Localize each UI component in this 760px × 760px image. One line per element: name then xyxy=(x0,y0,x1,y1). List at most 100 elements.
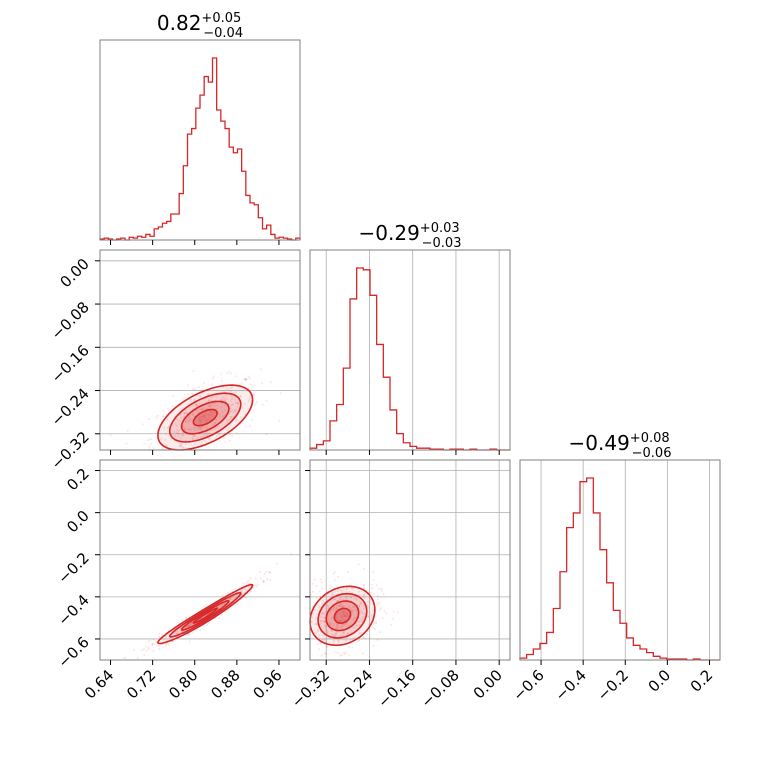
scatter-point xyxy=(362,612,365,615)
scatter-point xyxy=(225,420,228,423)
scatter-point xyxy=(147,439,149,442)
scatter-point xyxy=(213,405,216,408)
scatter-point xyxy=(369,591,372,594)
scatter-point xyxy=(224,409,227,412)
scatter-point xyxy=(185,412,188,415)
scatter-point xyxy=(320,620,322,623)
scatter-point xyxy=(313,608,316,611)
scatter-point xyxy=(205,413,208,416)
scatter-point xyxy=(229,390,232,393)
scatter-point xyxy=(332,572,335,575)
scatter-point xyxy=(210,429,213,432)
scatter-point xyxy=(325,644,328,647)
scatter-point xyxy=(208,622,211,625)
scatter-point xyxy=(375,622,377,625)
scatter-point xyxy=(337,612,340,614)
scatter-point xyxy=(243,591,246,593)
scatter-point xyxy=(208,404,211,407)
scatter-point xyxy=(341,598,344,601)
scatter-point xyxy=(351,608,354,611)
scatter-point xyxy=(362,619,364,622)
scatter-point xyxy=(145,649,148,652)
scatter-point xyxy=(324,653,327,655)
scatter-point xyxy=(360,611,363,614)
scatter-point xyxy=(141,423,144,426)
scatter-point xyxy=(341,625,344,628)
scatter-point xyxy=(172,394,175,397)
scatter-point xyxy=(180,444,183,447)
scatter-point xyxy=(200,429,203,432)
scatter-point xyxy=(345,611,348,614)
scatter-point xyxy=(366,604,369,607)
scatter-point xyxy=(208,416,211,419)
scatter-point xyxy=(329,622,332,625)
scatter-point xyxy=(221,379,224,382)
scatter-point xyxy=(220,613,223,616)
scatter-point xyxy=(262,581,265,583)
scatter-point xyxy=(325,625,328,628)
scatter-point xyxy=(336,599,338,602)
scatter-point xyxy=(149,443,152,445)
scatter-point xyxy=(199,408,202,411)
scatter-point xyxy=(222,603,225,606)
scatter-point xyxy=(377,594,380,597)
scatter-point xyxy=(236,602,239,605)
scatter-point xyxy=(230,596,233,599)
scatter-point xyxy=(322,599,324,602)
scatter-point xyxy=(335,612,338,615)
scatter-point xyxy=(320,615,323,618)
scatter-point xyxy=(339,603,342,606)
scatter-point xyxy=(216,404,219,407)
scatter-point xyxy=(354,596,357,599)
scatter-point xyxy=(141,649,144,652)
scatter-point xyxy=(187,633,189,636)
scatter-point xyxy=(318,634,321,637)
scatter-point xyxy=(341,604,344,607)
scatter-point xyxy=(220,373,223,376)
scatter-point xyxy=(343,613,346,616)
scatter-point xyxy=(203,415,206,418)
scatter-point xyxy=(378,631,381,634)
scatter-point xyxy=(158,647,161,650)
scatter-point xyxy=(176,632,179,635)
scatter-point xyxy=(352,617,355,620)
scatter-point xyxy=(372,609,374,612)
scatter-point xyxy=(253,394,256,397)
scatter-point xyxy=(148,418,151,421)
scatter-point xyxy=(180,417,182,419)
scatter-point xyxy=(263,572,266,575)
scatter-point xyxy=(180,413,182,416)
scatter-point xyxy=(337,618,340,621)
scatter-point xyxy=(149,639,152,642)
scatter-point xyxy=(354,609,357,612)
scatter-point xyxy=(178,445,181,448)
scatter-point xyxy=(166,426,169,429)
scatter-point xyxy=(236,594,239,597)
scatter-point xyxy=(240,590,243,593)
scatter-point xyxy=(197,436,200,439)
scatter-point xyxy=(378,588,381,590)
scatter-point xyxy=(349,596,352,599)
scatter-point xyxy=(362,594,365,597)
scatter-point xyxy=(316,629,319,632)
scatter-point xyxy=(335,615,338,618)
scatter-point xyxy=(333,609,336,612)
scatter-point xyxy=(237,402,240,405)
scatter-point xyxy=(226,372,229,375)
scatter-point xyxy=(204,400,207,403)
scatter-point xyxy=(290,553,293,556)
scatter-point xyxy=(147,646,150,649)
scatter-point xyxy=(322,620,325,623)
scatter-point xyxy=(381,617,384,620)
scatter-point xyxy=(332,598,335,601)
scatter-point xyxy=(207,399,210,402)
scatter-point xyxy=(198,419,201,422)
scatter-point xyxy=(196,404,199,407)
scatter-point xyxy=(244,588,247,591)
scatter-point xyxy=(345,639,348,642)
scatter-point xyxy=(229,598,232,601)
scatter-point xyxy=(136,656,139,659)
scatter-point xyxy=(194,437,197,440)
scatter-point xyxy=(168,644,170,646)
scatter-point xyxy=(143,653,146,656)
